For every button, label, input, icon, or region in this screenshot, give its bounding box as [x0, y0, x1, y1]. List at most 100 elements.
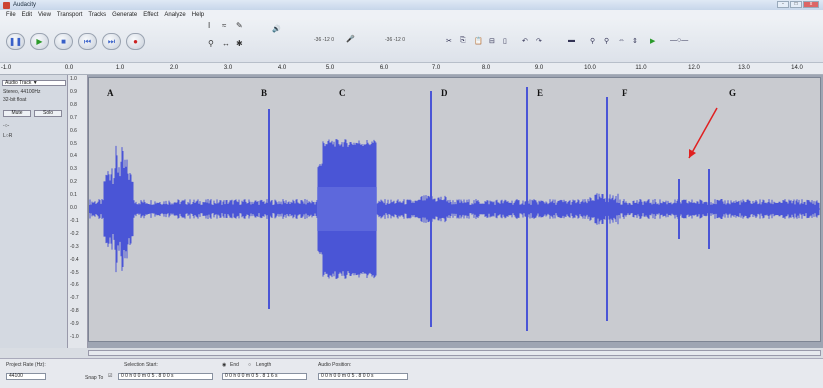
menu-edit[interactable]: Edit: [21, 11, 33, 18]
waveform-panel[interactable]: A B C D E F G: [88, 77, 821, 342]
ruler-tick-label: 4.0: [277, 65, 287, 71]
menu-tracks[interactable]: Tracks: [88, 11, 107, 18]
length-label: Length: [256, 362, 272, 368]
amplitude-tick-label: 1.0: [70, 76, 77, 82]
selection-start-field[interactable]: 0 0 h 0 0 m 0 5 . 8 0 0 s: [118, 373, 213, 380]
speaker-icon: 🔊: [272, 26, 281, 33]
window-controls: - □ x: [777, 1, 819, 8]
play-at-speed-icon[interactable]: ▶: [650, 38, 656, 45]
arrow-head-icon: [689, 149, 696, 158]
output-meter-right[interactable]: -36 -12 0: [385, 37, 406, 43]
snap-to-label: Snap To: [85, 375, 104, 381]
ruler-tick-label: 8.0: [481, 65, 491, 71]
close-button[interactable]: x: [803, 1, 819, 8]
audio-position-label: Audio Position:: [318, 362, 352, 368]
ruler-tick-label: 2.0: [169, 65, 179, 71]
zoom-in-icon[interactable]: ⚲: [590, 38, 596, 45]
marker-d: D: [441, 88, 448, 98]
gain-slider[interactable]: -○-: [3, 123, 10, 129]
ruler-tick-label: 1.0: [115, 65, 125, 71]
ruler-tick-label: 11.0: [635, 65, 647, 71]
amplitude-tick-label: -0.1: [70, 217, 79, 224]
envelope-tool-icon[interactable]: ≈: [222, 21, 227, 30]
track-name-menu[interactable]: Audio Track ▼: [2, 80, 66, 86]
ruler-tick-label: -1.0: [0, 65, 12, 71]
amplitude-scale: 1.0 0.9 0.8 0.7 0.6 0.5 0.4 0.3 0.2 0.1 0.0 -0.1 -0.…: [68, 75, 88, 348]
project-rate-select[interactable]: 44100: [6, 373, 46, 380]
skip-start-button[interactable]: ⏮: [78, 33, 97, 50]
ruler-tick-label: 13.0: [738, 65, 750, 71]
amplitude-tick-label: 0.1: [70, 192, 77, 199]
marker-f: F: [622, 88, 628, 98]
burst-rms-band: [317, 187, 377, 231]
menu-help[interactable]: Help: [191, 11, 205, 18]
marker-e: E: [537, 88, 544, 98]
copy-icon[interactable]: ⎘: [460, 37, 466, 44]
marker-c: C: [339, 88, 346, 98]
amplitude-tick-label: 0.7: [70, 114, 77, 121]
pan-slider[interactable]: L○R: [3, 133, 13, 139]
length-radio[interactable]: ○: [248, 362, 252, 368]
window-title: Audacity: [13, 2, 37, 8]
ruler-tick-label: 9.0: [534, 65, 544, 71]
selection-end-field[interactable]: 0 0 h 0 0 m 0 5 . 8 1 6 s: [222, 373, 307, 380]
pause-button[interactable]: ❚❚: [6, 33, 25, 50]
menu-transport[interactable]: Transport: [56, 11, 83, 18]
amplitude-tick-label: 0.8: [70, 101, 77, 108]
fit-selection-icon[interactable]: ⇔: [618, 37, 625, 44]
redo-icon[interactable]: ↷: [536, 38, 542, 45]
snap-to-checkbox[interactable]: ☑: [108, 373, 113, 379]
solo-button[interactable]: Solo: [34, 110, 62, 117]
end-label: End: [230, 362, 239, 368]
stop-button[interactable]: ■: [54, 33, 73, 50]
minimize-button[interactable]: -: [777, 1, 789, 8]
selection-toolbar: Project Rate (Hz): 44100 Snap To ☑ Selec…: [0, 358, 823, 388]
marker-a: A: [107, 88, 114, 98]
menu-file[interactable]: File: [6, 11, 16, 18]
track-area: Audio Track ▼ Stereo, 44100Hz 32-bit flo…: [0, 75, 823, 348]
selection-tool-icon[interactable]: I: [208, 21, 211, 30]
zoom-out-icon[interactable]: ⚲: [604, 38, 610, 45]
menu-analyze[interactable]: Analyze: [164, 11, 186, 18]
amplitude-tick-label: 0.4: [70, 153, 77, 160]
arrow-to-g: [688, 107, 718, 159]
horizontal-scrollbar[interactable]: [88, 350, 821, 356]
menu-generate[interactable]: Generate: [112, 11, 138, 18]
amplitude-tick-label: 0.5: [70, 140, 77, 147]
audio-position-field[interactable]: 0 0 h 0 0 m 0 5 . 8 0 0 s: [318, 373, 408, 380]
zoom-tool-icon[interactable]: ⚲: [208, 39, 214, 48]
trim-icon[interactable]: ⊟: [489, 38, 495, 45]
speed-slider-icon[interactable]: —○—: [670, 37, 689, 44]
maximize-button[interactable]: □: [790, 1, 802, 8]
timeline-ruler[interactable]: -1.0 0.0 1.0 2.0 3.0 4.0 5.0 6.0 7.0 8.0 9.0 10.0 11…: [0, 63, 823, 75]
amplitude-tick-label: 0.6: [70, 127, 77, 134]
amplitude-tick-label: -0.6: [70, 282, 79, 289]
play-button[interactable]: ▶: [30, 33, 49, 50]
draw-tool-icon[interactable]: ✎: [236, 21, 243, 30]
output-meter-left[interactable]: -36 -12 0: [314, 37, 335, 43]
record-button[interactable]: ●: [126, 33, 145, 50]
marker-b: B: [261, 88, 268, 98]
ruler-tick-label: 0.0: [64, 65, 74, 71]
ruler-tick-label: 5.0: [325, 65, 335, 71]
cut-icon[interactable]: ✂: [446, 38, 452, 45]
menu-view[interactable]: View: [38, 11, 51, 18]
fit-project-icon[interactable]: ⇕: [632, 38, 638, 45]
ruler-tick-label: 7.0: [431, 65, 441, 71]
menu-effect[interactable]: Effect: [143, 11, 159, 18]
ruler-tick-label: 10.0: [584, 65, 596, 71]
timeshift-tool-icon[interactable]: ↔: [222, 39, 230, 48]
end-radio[interactable]: ◉: [222, 362, 227, 368]
undo-icon[interactable]: ↶: [522, 38, 528, 45]
amplitude-tick-label: 0.9: [70, 88, 77, 95]
paste-icon[interactable]: 📋: [474, 38, 483, 45]
multi-tool-icon[interactable]: ✱: [236, 39, 243, 48]
silence-icon[interactable]: ▯: [503, 38, 507, 45]
sync-lock-icon[interactable]: ▬: [568, 37, 575, 44]
microphone-icon: 🎤: [346, 36, 355, 43]
mute-button[interactable]: Mute: [3, 110, 31, 117]
amplitude-tick-label: -0.2: [70, 230, 79, 237]
amplitude-tick-label: -0.9: [70, 321, 79, 328]
menu-bar: File Edit View Transport Tracks Generate…: [0, 10, 823, 19]
skip-end-button[interactable]: ⏭: [102, 33, 121, 50]
